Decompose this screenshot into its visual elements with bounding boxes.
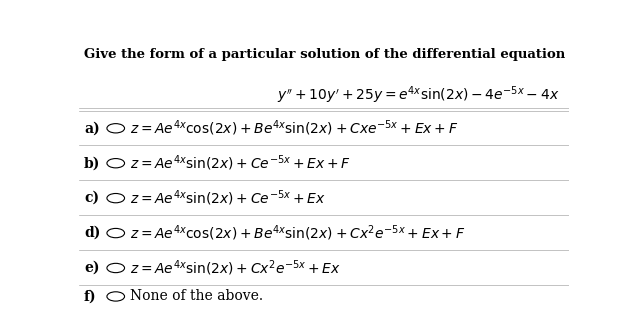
Text: $z=Ae^{4x}\sin(2x)+Ce^{-5x}+Ex$: $z=Ae^{4x}\sin(2x)+Ce^{-5x}+Ex$ <box>130 188 326 208</box>
Text: $z=Ae^{4x}\sin(2x)+Cx^{2}e^{-5x}+Ex$: $z=Ae^{4x}\sin(2x)+Cx^{2}e^{-5x}+Ex$ <box>130 258 341 278</box>
Text: a): a) <box>84 121 100 135</box>
Text: $z=Ae^{4x}\cos(2x)+Be^{4x}\sin(2x)+Cx^{2}e^{-5x}+Ex+F$: $z=Ae^{4x}\cos(2x)+Be^{4x}\sin(2x)+Cx^{2… <box>130 223 466 243</box>
Text: c): c) <box>84 191 99 205</box>
Text: d): d) <box>84 226 100 240</box>
Text: None of the above.: None of the above. <box>130 289 264 303</box>
Text: b): b) <box>84 156 100 170</box>
Text: $z=Ae^{4x}\sin(2x)+Ce^{-5x}+Ex+F$: $z=Ae^{4x}\sin(2x)+Ce^{-5x}+Ex+F$ <box>130 154 351 173</box>
Text: f): f) <box>84 289 97 303</box>
Text: e): e) <box>84 261 99 275</box>
Text: Give the form of a particular solution of the differential equation: Give the form of a particular solution o… <box>84 48 565 61</box>
Text: $z=Ae^{4x}\cos(2x)+Be^{4x}\sin(2x)+Cxe^{-5x}+Ex+F$: $z=Ae^{4x}\cos(2x)+Be^{4x}\sin(2x)+Cxe^{… <box>130 119 459 138</box>
Text: $y''+10y'+25y=e^{4x}\sin(2x)-4e^{-5x}-4x$: $y''+10y'+25y=e^{4x}\sin(2x)-4e^{-5x}-4x… <box>277 84 559 106</box>
